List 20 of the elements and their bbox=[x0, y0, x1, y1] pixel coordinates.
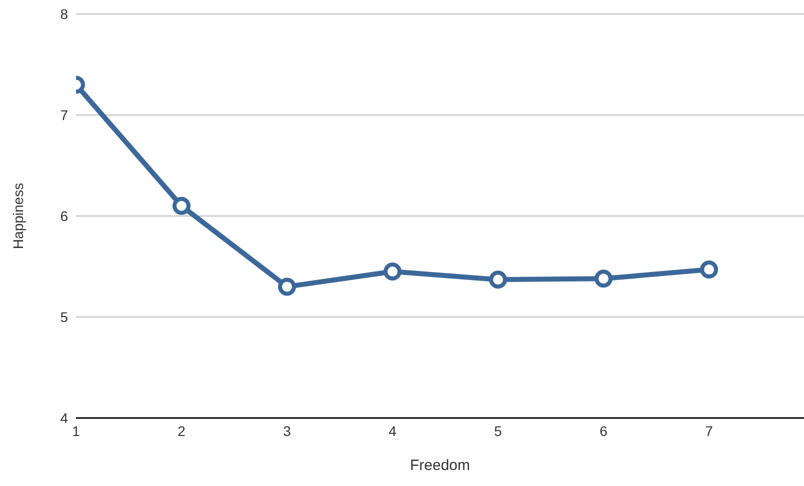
point bbox=[278, 278, 296, 296]
y-tick-label: 5 bbox=[60, 308, 68, 325]
y-tick-label: 6 bbox=[60, 208, 68, 224]
x-tick-label: 4 bbox=[388, 422, 397, 439]
point bbox=[172, 196, 191, 215]
x-tick-label: 2 bbox=[178, 422, 186, 439]
x-tick-label: 6 bbox=[600, 422, 608, 439]
x-tick-label: 3 bbox=[283, 422, 292, 439]
x-tick-label: 7 bbox=[705, 422, 714, 439]
point bbox=[384, 262, 402, 281]
y-tick-label: 4 bbox=[60, 410, 68, 426]
x-axis-title: Freedom bbox=[410, 457, 470, 474]
point bbox=[489, 270, 508, 289]
y-tick-label: 7 bbox=[60, 106, 68, 123]
point bbox=[594, 270, 613, 288]
x-tick-label: 5 bbox=[494, 422, 502, 439]
point bbox=[700, 260, 718, 279]
y-tick-label: 8 bbox=[60, 6, 68, 22]
y-axis-title: Happiness bbox=[10, 182, 26, 250]
x-tick-label: 1 bbox=[72, 422, 80, 439]
